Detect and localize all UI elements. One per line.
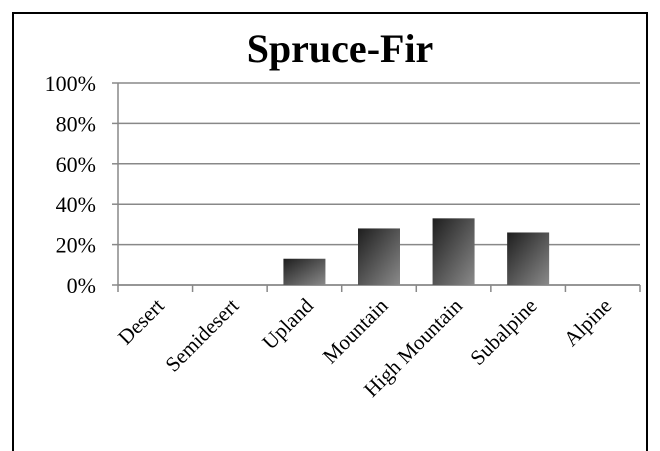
x-tick-label: Subalpine [465, 294, 541, 370]
bar [283, 258, 326, 285]
x-tick-label: Mountain [318, 293, 393, 368]
bar [358, 228, 400, 285]
x-tick-label: Upland [257, 293, 318, 354]
y-tick-label: 40% [56, 192, 96, 217]
y-tick-label: 60% [56, 152, 96, 177]
bar [507, 232, 550, 285]
x-tick-label: Semidesert [160, 293, 243, 376]
chart-frame [12, 12, 648, 451]
chart-title: Spruce-Fir [247, 26, 434, 71]
bar [432, 218, 475, 285]
y-tick-label: 80% [56, 111, 96, 136]
y-tick-label: 100% [45, 71, 96, 96]
y-tick-label: 0% [67, 273, 96, 298]
x-tick-label: Alpine [559, 294, 616, 351]
x-tick-label: Desert [113, 293, 169, 349]
y-tick-label: 20% [56, 233, 96, 258]
